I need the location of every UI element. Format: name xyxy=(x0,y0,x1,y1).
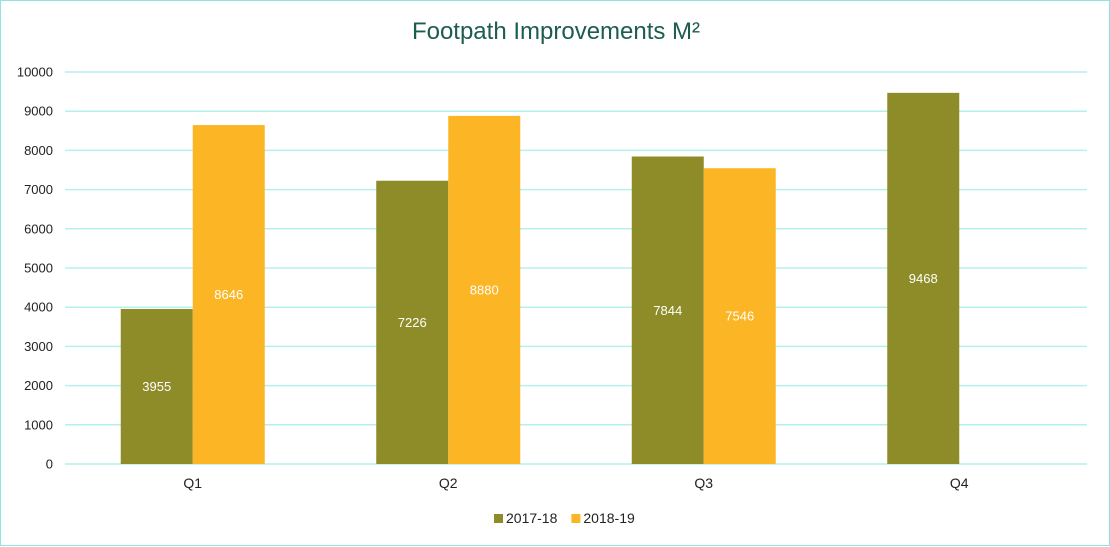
chart-title: Footpath Improvements M² xyxy=(412,18,700,45)
x-category-label: Q2 xyxy=(439,475,458,491)
bars xyxy=(120,92,960,465)
data-label: 7844 xyxy=(653,303,682,318)
bar-2018-19-Q3 xyxy=(703,168,776,465)
bar-2017-18-Q4 xyxy=(887,92,960,464)
bar-2017-18-Q1 xyxy=(120,308,193,464)
bar-2018-19-Q2 xyxy=(448,115,521,465)
data-labels: 3955 8646 7226 8880 7844 7546 9468 xyxy=(142,271,937,394)
legend: 2017-18 2018-19 xyxy=(494,510,635,526)
y-tick-label: 7000 xyxy=(24,182,53,197)
y-tick-label: 9000 xyxy=(24,104,53,119)
y-tick-label: 10000 xyxy=(17,65,53,80)
bar-2017-18-Q2 xyxy=(376,180,449,465)
data-label: 3955 xyxy=(142,379,171,394)
data-label: 7226 xyxy=(398,315,427,330)
x-category-label: Q1 xyxy=(183,475,202,491)
y-tick-label: 1000 xyxy=(24,417,53,432)
y-axis-ticks: 0 1000 2000 3000 4000 5000 6000 7000 8000 9000 100… xyxy=(17,65,53,472)
y-tick-label: 4000 xyxy=(24,300,53,315)
y-tick-label: 2000 xyxy=(24,378,53,393)
legend-swatch xyxy=(494,514,503,523)
bar-2017-18-Q3 xyxy=(631,156,704,464)
y-tick-label: 6000 xyxy=(24,221,53,236)
legend-label: 2017-18 xyxy=(506,510,558,526)
data-label: 8646 xyxy=(214,287,243,302)
data-label: 8880 xyxy=(470,282,499,297)
data-label: 9468 xyxy=(909,271,938,286)
x-category-label: Q4 xyxy=(950,475,969,491)
bar-2018-19-Q1 xyxy=(192,125,265,465)
legend-swatch xyxy=(571,514,581,523)
x-category-label: Q3 xyxy=(694,475,713,491)
x-axis-categories: Q1 Q2 Q3 Q4 xyxy=(183,475,968,491)
y-tick-label: 3000 xyxy=(24,339,53,354)
y-tick-label: 0 xyxy=(46,457,53,472)
legend-label: 2018-19 xyxy=(583,510,635,526)
y-tick-label: 8000 xyxy=(24,143,53,158)
y-tick-label: 5000 xyxy=(24,261,53,276)
data-label: 7546 xyxy=(725,309,754,324)
